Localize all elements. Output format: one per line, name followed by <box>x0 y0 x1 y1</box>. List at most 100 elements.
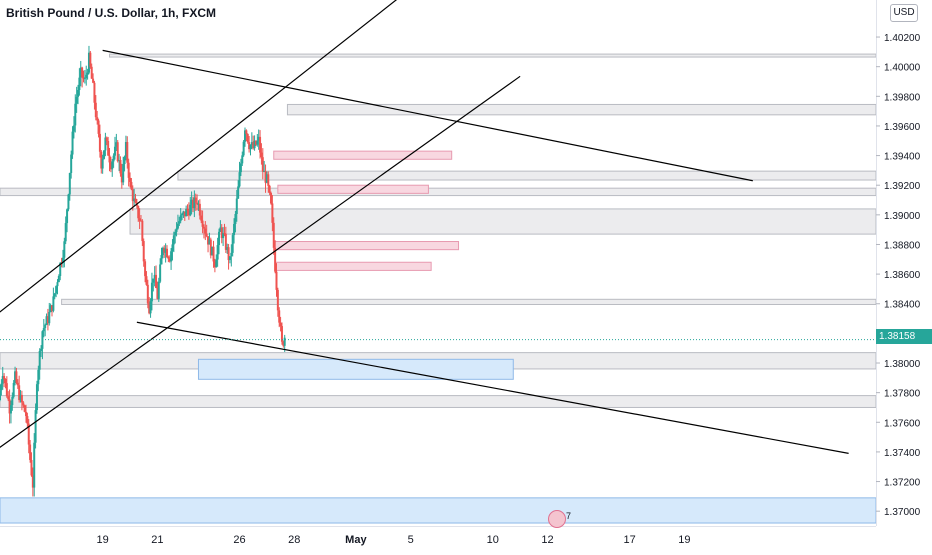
candle-body <box>254 140 257 145</box>
candle-body <box>49 305 52 312</box>
candle-body <box>234 214 237 224</box>
candle-body <box>178 221 181 224</box>
candle-body <box>216 245 219 260</box>
candle-body <box>103 150 106 159</box>
candle-body <box>118 159 121 162</box>
candle-body <box>193 197 196 209</box>
candle-body <box>78 77 81 91</box>
candle-body <box>112 155 115 162</box>
blue-zone <box>197 358 514 380</box>
candle-body <box>122 164 125 183</box>
candle-body <box>31 475 34 488</box>
candle-body <box>127 162 130 178</box>
candle-body <box>142 241 145 262</box>
candle-body <box>209 239 212 256</box>
candle-body <box>64 223 67 242</box>
candle-body <box>205 233 208 237</box>
candle-body <box>61 257 64 264</box>
candle-body <box>9 405 12 414</box>
candle-body <box>189 204 192 216</box>
candle-body <box>90 66 93 79</box>
candle-body <box>131 189 134 202</box>
candle-body <box>68 173 71 195</box>
gray-zone <box>61 298 877 305</box>
blue-zone <box>0 497 877 524</box>
candle-body <box>156 287 159 299</box>
candle-body <box>197 203 200 205</box>
candle-body <box>116 142 119 162</box>
candle-body <box>105 137 108 141</box>
candle-body <box>170 251 173 262</box>
y-tick-label: 1.39600 <box>884 122 921 133</box>
candle-body <box>108 155 111 163</box>
candle-body <box>126 142 129 163</box>
candle-body <box>59 262 62 276</box>
gray-zone <box>109 53 877 58</box>
candles-layer <box>0 45 286 497</box>
candle-body <box>145 276 148 285</box>
candle-body <box>278 310 281 323</box>
candle-body <box>186 208 189 211</box>
candle-body <box>67 194 70 210</box>
trendline <box>136 321 849 454</box>
candle-body <box>271 203 274 223</box>
x-tick-label: 21 <box>151 534 163 546</box>
candle-body <box>246 134 249 143</box>
candle-body <box>283 337 286 346</box>
candle-body <box>139 220 142 222</box>
candle-body <box>237 186 240 199</box>
candle-body <box>57 275 60 283</box>
candle-body <box>167 257 170 259</box>
candle-body <box>53 293 56 297</box>
candle-body <box>0 383 3 391</box>
candle-body <box>0 390 1 401</box>
candle-body <box>74 103 77 126</box>
candle-body <box>153 274 156 279</box>
candle-body <box>113 146 116 156</box>
candle-body <box>165 248 168 258</box>
candle-body <box>250 142 253 146</box>
candle-body <box>174 231 177 236</box>
price-axis-bg <box>876 0 932 550</box>
candle-body <box>228 256 231 261</box>
candle-body <box>257 136 260 141</box>
candle-body <box>163 247 166 253</box>
candle-body <box>182 211 185 214</box>
candle-body <box>20 394 23 403</box>
candle-body <box>82 77 85 79</box>
y-tick-label: 1.38400 <box>884 300 921 311</box>
candle-body <box>46 316 49 324</box>
candle-body <box>77 90 80 97</box>
candle-body <box>201 220 204 227</box>
candle-body <box>23 405 26 412</box>
y-tick-label: 1.39800 <box>884 92 921 103</box>
currency-button[interactable]: USD <box>890 4 918 22</box>
y-tick-label: 1.37800 <box>884 389 921 400</box>
candle-body <box>8 399 11 414</box>
candle-body <box>218 231 220 246</box>
candle-body <box>219 227 222 232</box>
candle-body <box>101 158 104 169</box>
candle-body <box>272 222 275 248</box>
candle-body <box>155 274 158 288</box>
candle-body <box>270 192 273 204</box>
candle-body <box>149 301 152 314</box>
candle-body <box>56 282 59 287</box>
x-tick-label: 17 <box>624 534 636 546</box>
candle-body <box>144 261 147 277</box>
tradingview-logo-icon[interactable] <box>548 510 566 528</box>
last-price-label: 1.38158 <box>876 329 932 344</box>
candle-body <box>97 120 100 134</box>
candle-body <box>264 171 267 183</box>
candle-body <box>96 117 99 121</box>
candle-body <box>27 423 30 445</box>
candle-body <box>227 247 230 261</box>
logo-count: 7 <box>566 511 572 521</box>
candle-body <box>280 326 283 342</box>
candle-body <box>79 67 82 78</box>
candle-body <box>233 223 236 236</box>
candle-body <box>123 156 126 165</box>
candle-body <box>75 96 78 104</box>
